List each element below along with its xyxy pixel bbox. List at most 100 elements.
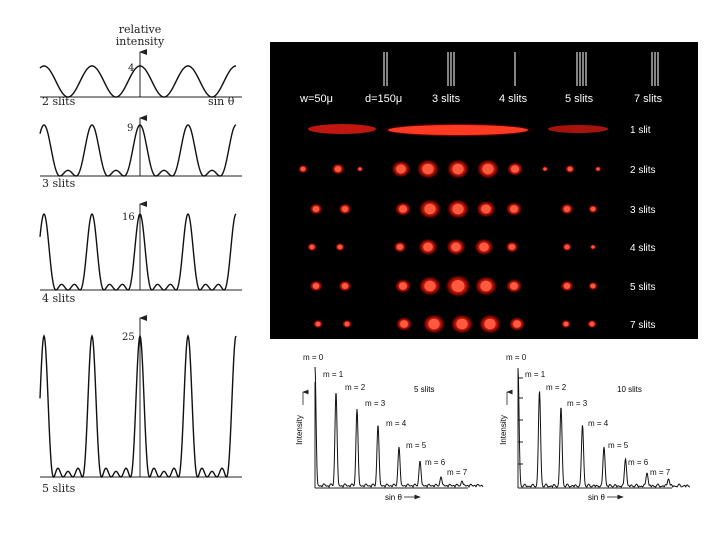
- bottom5-order-3: m = 3: [365, 399, 386, 408]
- row-label-1: 1 slit: [630, 125, 651, 136]
- spot-core-row2-8: [543, 167, 547, 171]
- column-label-7: 7 slits: [634, 93, 663, 105]
- column-label-d: d=150μ: [365, 93, 402, 105]
- spot-core-row4-8: [591, 245, 595, 249]
- spot-core-row6-2: [400, 320, 408, 328]
- row-labels: 1 slit 2 slits 3 slits 4 slits 5 slits 7…: [630, 125, 656, 331]
- bottom10-trace: [517, 368, 691, 489]
- bottom10-caption: 10 slits: [617, 385, 642, 394]
- spot-core-row3-1: [341, 206, 349, 212]
- bottom10-x-label: sin θ: [588, 493, 605, 502]
- spot-core-row5-8: [590, 283, 596, 289]
- bottom10-order-labels: m = 0 m = 1 m = 2 m = 3 m = 4 m = 5 m = …: [506, 353, 671, 477]
- bottom10-order-6: m = 6: [628, 458, 649, 467]
- panel-label-2: 2 slits: [42, 95, 76, 108]
- y-axis-label-line2: intensity: [116, 35, 165, 48]
- row-label-7: 7 slits: [630, 320, 656, 331]
- spot-core-row6-1: [344, 321, 350, 327]
- spot-core-row2-10: [596, 167, 600, 171]
- bottom10-order-1: m = 1: [525, 370, 546, 379]
- spot-core-row3-7: [563, 206, 571, 212]
- spot-core-row2-0: [300, 166, 306, 172]
- intensity-curve-3-slits: [39, 124, 237, 177]
- bottom10-order-4: m = 4: [588, 419, 609, 428]
- bottom-plot-5-slits: Intensity sin θ 5 slits m = 0 m = 1 m = …: [295, 353, 484, 502]
- spot-core-row5-2: [399, 282, 407, 290]
- spot-core-row5-7: [563, 283, 571, 289]
- spot-core-row2-6: [482, 163, 494, 175]
- column-label-w: w=50μ: [299, 93, 333, 105]
- row-label-4: 4 slits: [630, 243, 656, 254]
- spot-core-row3-8: [590, 206, 596, 212]
- spot-core-row4-6: [508, 244, 516, 250]
- spot-core-row4-5: [479, 242, 489, 252]
- bottom5-order-1: m = 1: [323, 370, 344, 379]
- spot-core-row3-4: [452, 203, 464, 215]
- spot-core-row2-4: [422, 163, 434, 175]
- bottom5-order-0: m = 0: [303, 353, 324, 362]
- bottom10-order-7: m = 7: [650, 468, 671, 477]
- intensity-curve-2-slits: [39, 65, 236, 98]
- bottom10-y-label: Intensity: [499, 415, 508, 445]
- panel-label-4: 4 slits: [42, 292, 76, 305]
- spot-core-row3-6: [510, 205, 518, 213]
- peak-label-4: 16: [122, 212, 135, 223]
- spot-core-row3-5: [481, 204, 491, 214]
- spot-core-row2-1: [334, 166, 342, 172]
- column-label-4: 4 slits: [499, 93, 528, 105]
- spot-core-row5-1: [341, 283, 349, 289]
- row-label-2: 2 slits: [630, 165, 656, 176]
- spot-core-row4-7: [564, 244, 570, 250]
- spot-core-row3-2: [399, 205, 407, 213]
- column-label-5: 5 slits: [565, 93, 594, 105]
- spot-core-row6-0: [315, 321, 321, 327]
- spot-core-row6-3: [428, 318, 440, 330]
- spot-core-row6-7: [563, 321, 569, 327]
- spot-core-row2-3: [396, 164, 406, 174]
- peak-label-3: 9: [127, 123, 133, 134]
- spot-core-row5-0: [312, 283, 320, 289]
- spot-core-row5-6: [510, 282, 518, 290]
- row-label-3: 3 slits: [630, 205, 656, 216]
- spot-core-row2-5: [452, 163, 464, 175]
- bottom5-order-4: m = 4: [386, 419, 407, 428]
- intensity-curve-4-slits: [39, 213, 237, 291]
- spot-core-row2-9: [567, 166, 573, 172]
- bottom5-order-7: m = 7: [447, 468, 468, 477]
- x-axis-label: sin θ: [208, 95, 235, 108]
- spot-core-row2-2: [358, 167, 362, 171]
- spot-core-row5-5: [480, 280, 492, 292]
- panel-label-5: 5 slits: [42, 482, 76, 495]
- spot-core-row6-5: [484, 318, 496, 330]
- peak-label-2: 4: [128, 63, 134, 74]
- spot-core-row2-7: [511, 165, 519, 173]
- bottom5-order-5: m = 5: [406, 441, 427, 450]
- left-intensity-plots: relative intensity 4 9 16 25 2 slits sin…: [39, 23, 242, 495]
- row-label-5: 5 slits: [630, 282, 656, 293]
- peak-label-5: 25: [122, 332, 135, 343]
- bottom5-caption: 5 slits: [414, 385, 434, 394]
- bottom10-order-3: m = 3: [567, 399, 588, 408]
- panel-label-3: 3 slits: [42, 177, 76, 190]
- spot-row1-right: [548, 125, 608, 133]
- bottom10-order-0: m = 0: [506, 353, 527, 362]
- spot-core-row3-3: [424, 203, 436, 215]
- spot-core-row4-2: [396, 244, 404, 250]
- bottom5-order-2: m = 2: [345, 383, 366, 392]
- spot-core-row6-4: [456, 318, 468, 330]
- spot-core-row4-0: [309, 244, 315, 250]
- bottom5-x-label: sin θ: [385, 493, 402, 502]
- spot-core-row4-3: [423, 242, 433, 252]
- bottom5-order-6: m = 6: [425, 458, 446, 467]
- bottom5-y-label: Intensity: [295, 415, 304, 445]
- spot-core-row3-0: [312, 206, 320, 212]
- spot-core-row6-8: [589, 321, 595, 327]
- bottom5-trace: [314, 366, 484, 489]
- spot-rows: [298, 159, 602, 334]
- spot-core-row6-6: [513, 320, 521, 328]
- diffraction-photo: w=50μ d=150μ 3 slits 4 slits 5 slits 7 s…: [270, 42, 698, 339]
- column-label-3: 3 slits: [432, 93, 461, 105]
- intensity-curve-5-slits: [39, 334, 237, 478]
- spot-core-row5-3: [424, 280, 436, 292]
